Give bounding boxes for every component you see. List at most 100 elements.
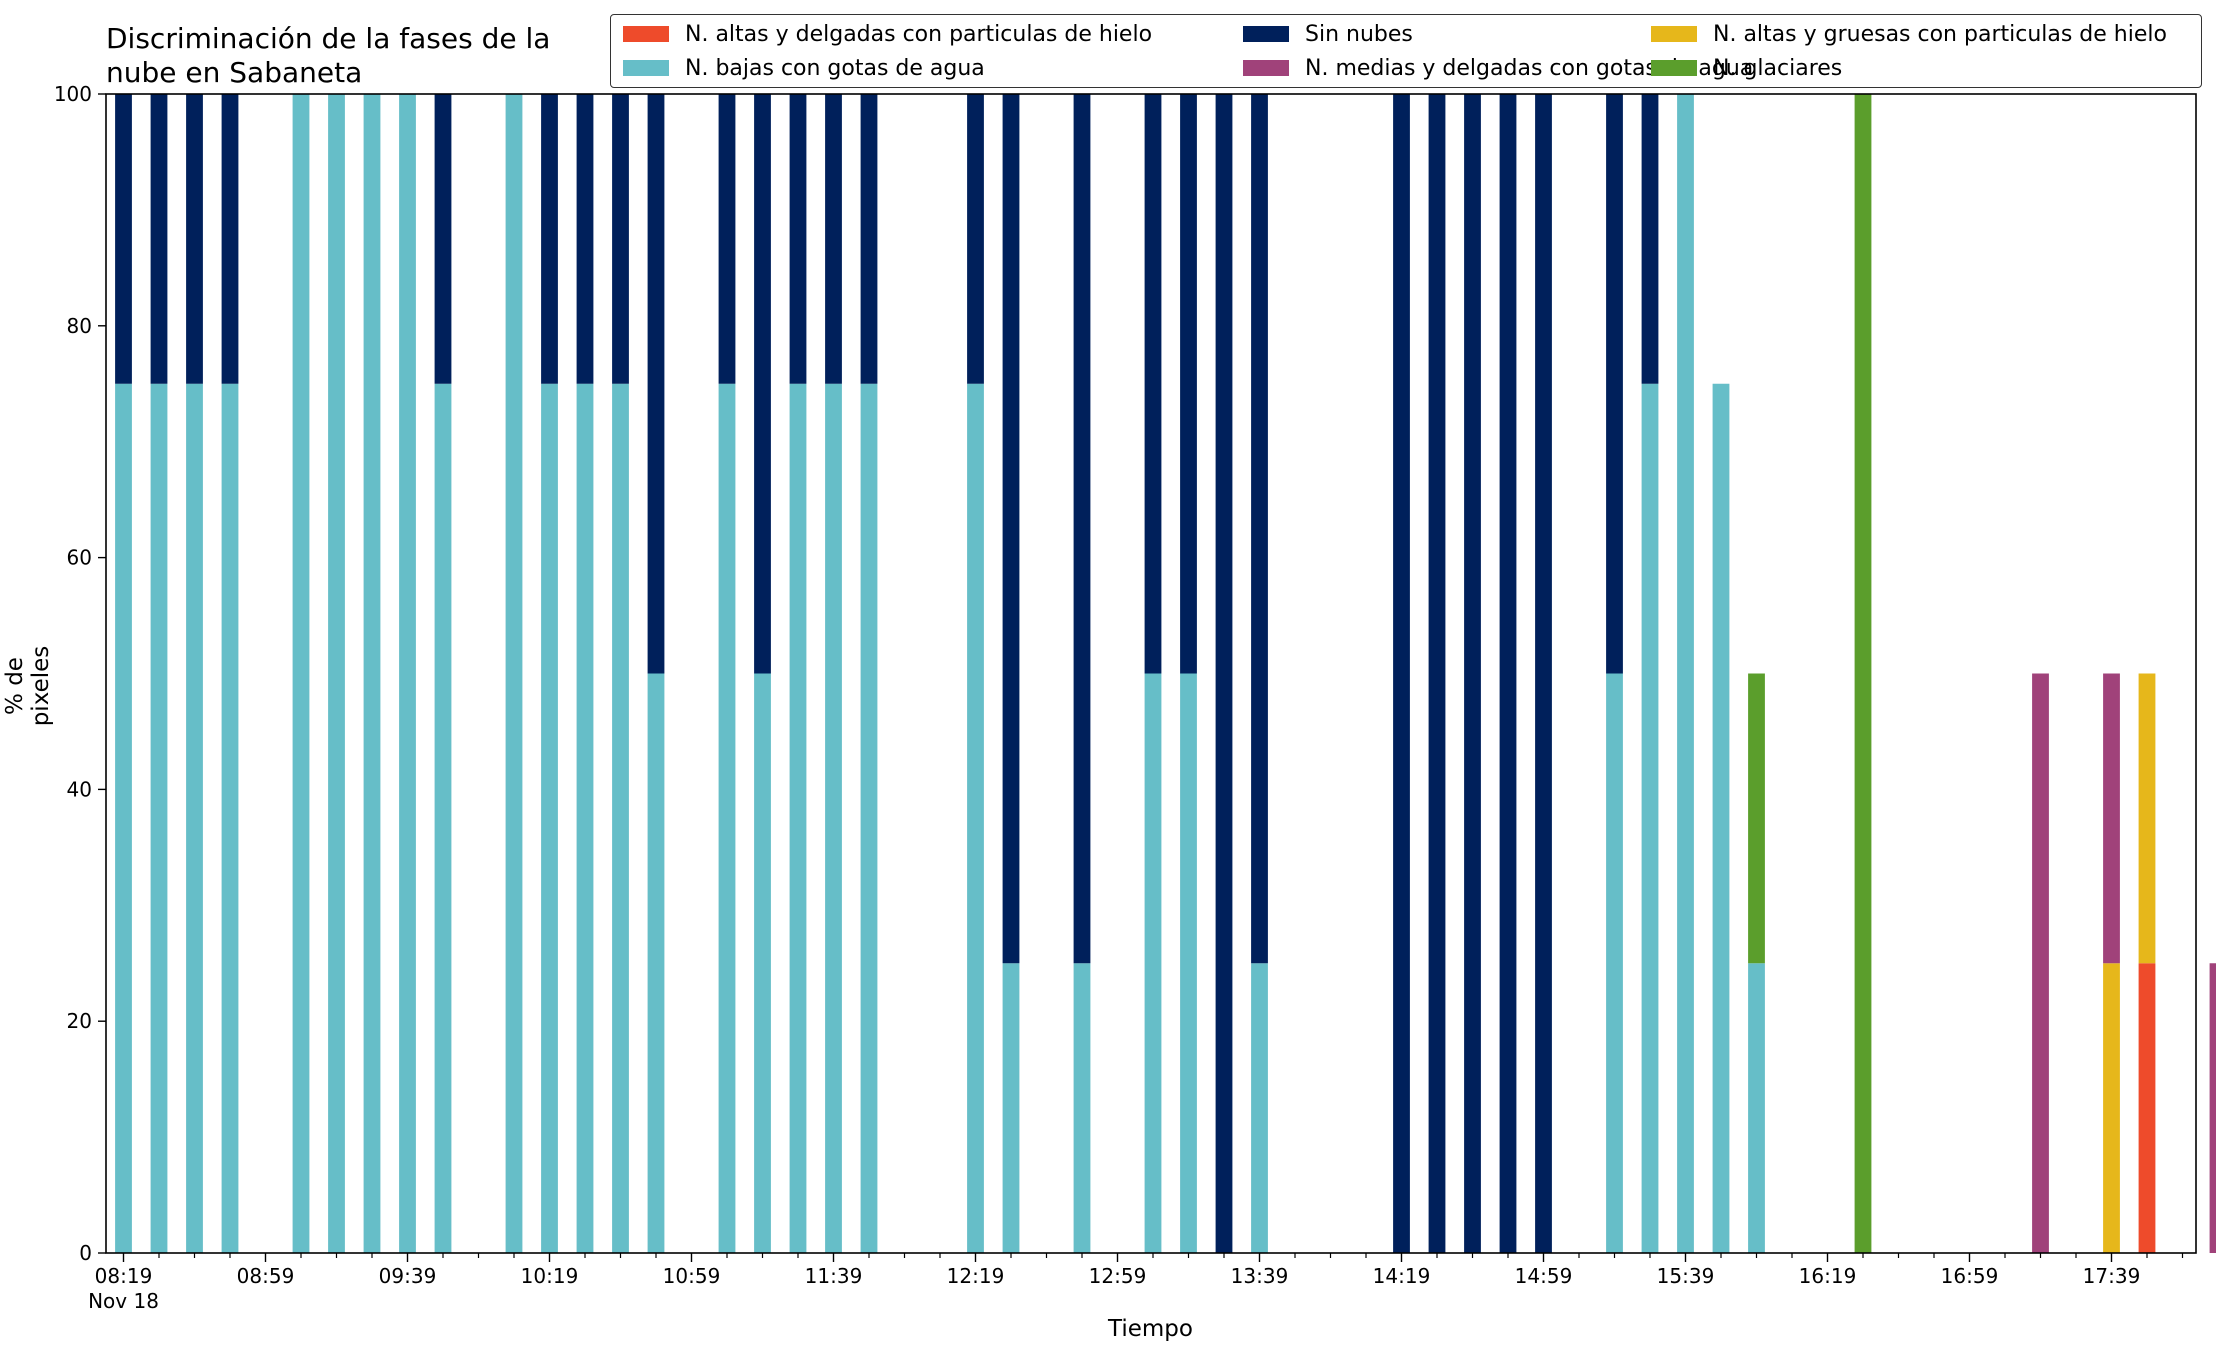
- bar-segment: [754, 673, 771, 1253]
- bar-segment: [1499, 94, 1517, 1253]
- legend-swatch: [623, 60, 669, 76]
- legend: N. altas y delgadas con particulas de hi…: [610, 14, 2202, 88]
- y-axis-title: % de pixeles: [2, 645, 54, 727]
- bar-segment: [1144, 673, 1162, 1253]
- bar-segment: [718, 383, 736, 1253]
- x-tick-label: 09:39: [379, 1264, 437, 1288]
- bar-segment: [1073, 963, 1091, 1253]
- bar-segment: [576, 383, 594, 1253]
- bar-segment: [789, 94, 807, 384]
- bar-segment: [186, 94, 203, 384]
- x-tick-label: 11:39: [805, 1264, 863, 1288]
- bar-segment: [1606, 673, 1623, 1253]
- bar-segment: [1641, 383, 1659, 1253]
- bar-segment: [2103, 963, 2120, 1253]
- bar-segment: [1464, 94, 1481, 1253]
- y-tick-label: 100: [54, 82, 92, 106]
- bar-segment: [1712, 383, 1730, 1253]
- legend-label: N. altas y delgadas con particulas de hi…: [685, 21, 1153, 47]
- bar-segment: [1144, 94, 1162, 674]
- legend-item: N. glaciares: [1651, 53, 1842, 83]
- bar-segment: [434, 94, 452, 384]
- bar-segment: [1073, 94, 1091, 964]
- chart-title: Discriminación de la fases de la nube en…: [106, 22, 551, 89]
- x-tick-label: 10:19: [521, 1264, 579, 1288]
- y-tick-label: 20: [67, 1009, 92, 1033]
- bar-segment: [292, 94, 310, 1253]
- legend-swatch: [1243, 26, 1289, 42]
- bar-segment: [150, 94, 168, 384]
- x-tick-label: 12:19: [947, 1264, 1005, 1288]
- bar-segment: [221, 94, 239, 384]
- y-tick-label: 0: [79, 1241, 92, 1265]
- bar-segment: [399, 94, 416, 1253]
- bar-segment: [115, 383, 132, 1253]
- plot-frame: [105, 93, 2197, 1254]
- bar-segment: [363, 94, 381, 1253]
- legend-label: N. glaciares: [1713, 55, 1843, 81]
- x-axis-title: Tiempo: [1108, 1316, 1193, 1342]
- bar-segment: [612, 94, 629, 384]
- x-tick-label: 10:59: [663, 1264, 721, 1288]
- bar-segment: [2138, 673, 2156, 964]
- legend-swatch: [1651, 26, 1697, 42]
- x-tick-label: 08:59: [237, 1264, 295, 1288]
- legend-item: N. altas y delgadas con particulas de hi…: [623, 19, 1152, 49]
- bar-segment: [1606, 94, 1623, 674]
- bar-segment: [789, 383, 807, 1253]
- x-tick-label: 14:19: [1373, 1264, 1431, 1288]
- bar-segment: [1180, 673, 1197, 1253]
- bar-segment: [612, 383, 629, 1253]
- legend-item: N. altas y gruesas con particulas de hie…: [1651, 19, 2167, 49]
- bar-segment: [541, 383, 558, 1253]
- bar-segment: [434, 383, 452, 1253]
- y-tick-label: 60: [67, 546, 92, 570]
- bar-segment: [2209, 963, 2216, 1253]
- bar-segment: [1641, 94, 1659, 384]
- bar-segment: [1002, 94, 1020, 964]
- y-tick-label: 80: [67, 314, 92, 338]
- bar-segment: [825, 383, 842, 1253]
- bar-segment: [150, 383, 168, 1253]
- bar-segment: [328, 94, 345, 1253]
- bar-segment: [1677, 94, 1694, 1253]
- bar-segment: [860, 383, 878, 1253]
- bar-segment: [647, 673, 665, 1253]
- bar-segment: [576, 94, 594, 384]
- bar-segment: [115, 94, 132, 384]
- x-date-label: Nov 18: [88, 1289, 159, 1313]
- legend-swatch: [1243, 60, 1289, 76]
- bar-segment: [825, 94, 842, 384]
- x-tick-label: 16:19: [1799, 1264, 1857, 1288]
- bar-segment: [2103, 673, 2120, 964]
- bar-segment: [1854, 94, 1872, 1253]
- bar-segment: [967, 94, 984, 384]
- legend-label: N. bajas con gotas de agua: [685, 55, 985, 81]
- bar-segment: [1428, 94, 1446, 1253]
- bar-segment: [718, 94, 736, 384]
- bar-segment: [541, 94, 558, 384]
- bar-segment: [1180, 94, 1197, 674]
- legend-swatch: [1651, 60, 1697, 76]
- bar-segment: [221, 383, 239, 1253]
- bar-segment: [1748, 963, 1765, 1253]
- bar-segment: [1535, 94, 1552, 1253]
- bar-segment: [1393, 94, 1410, 1253]
- bar-segment: [754, 94, 771, 674]
- bar-segment: [1215, 94, 1233, 1253]
- legend-item: N. bajas con gotas de agua: [623, 53, 985, 83]
- bar-segment: [1002, 963, 1020, 1253]
- x-tick-label: 15:39: [1657, 1264, 1715, 1288]
- bar-segment: [1251, 963, 1268, 1253]
- y-tick-label: 40: [67, 777, 92, 801]
- bar-segment: [1251, 94, 1268, 964]
- bar-segment: [186, 383, 203, 1253]
- x-tick-label: 13:39: [1231, 1264, 1289, 1288]
- legend-swatch: [623, 26, 669, 42]
- bar-segment: [505, 94, 523, 1253]
- legend-label: N. altas y gruesas con particulas de hie…: [1713, 21, 2167, 47]
- bar-segment: [2032, 673, 2049, 1253]
- x-tick-label: 14:59: [1515, 1264, 1573, 1288]
- legend-label: Sin nubes: [1305, 21, 1413, 47]
